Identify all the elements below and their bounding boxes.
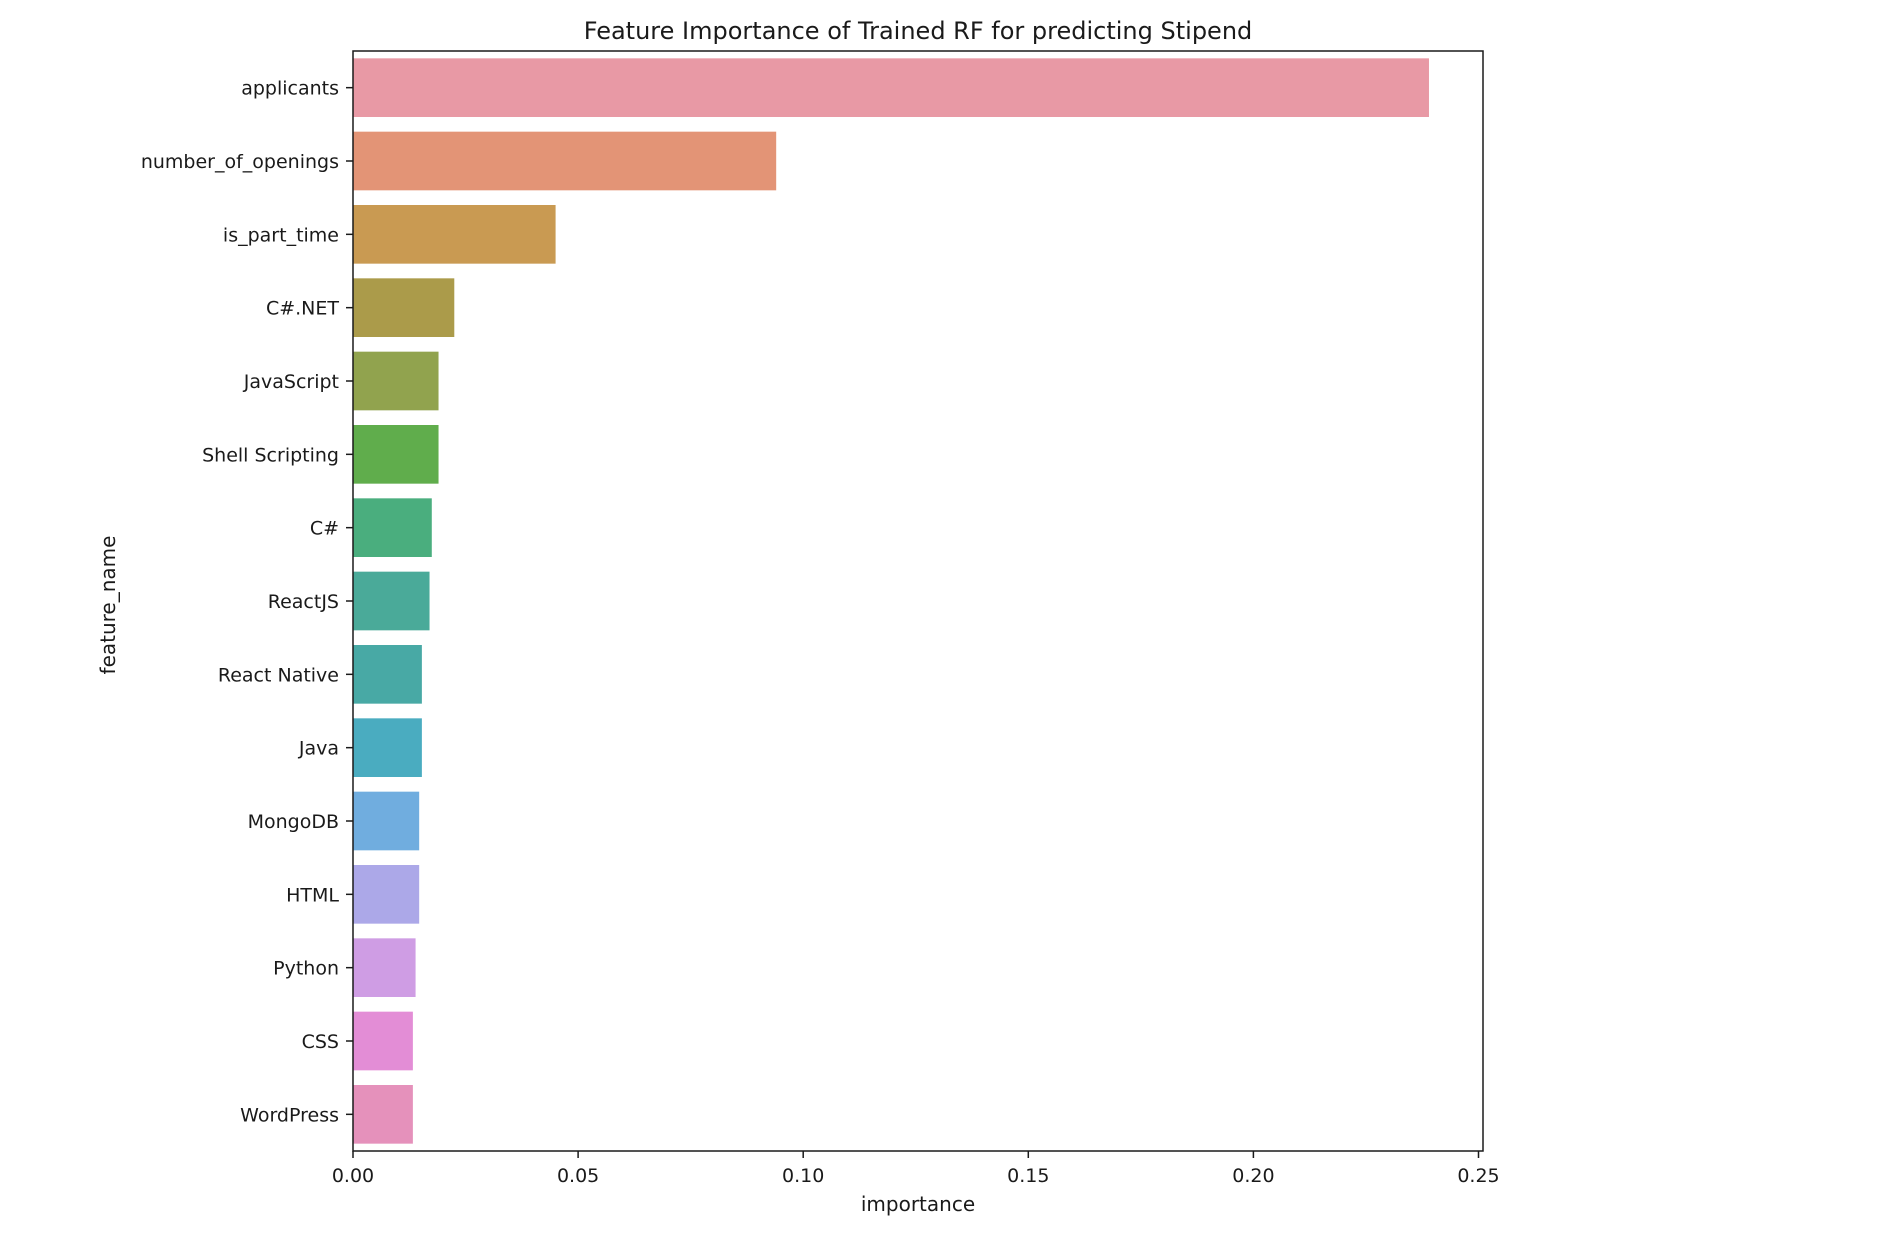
bars-group: [353, 58, 1429, 1144]
bar: [353, 791, 420, 851]
y-tick-label: CSS: [302, 1031, 339, 1053]
x-tick-label: 0.20: [1232, 1165, 1274, 1187]
y-tick-label: C#: [310, 518, 339, 540]
bar: [353, 865, 420, 924]
y-tick-label: Python: [273, 958, 339, 980]
y-tick-label: Shell Scripting: [202, 444, 339, 466]
x-tick-labels: 0.00 0.05 0.10 0.15 0.20 0.25: [332, 1151, 1500, 1187]
x-tick-label: 0.25: [1457, 1165, 1499, 1187]
chart-title: Feature Importance of Trained RF for pre…: [584, 17, 1253, 45]
bar: [353, 425, 439, 484]
x-tick-label: 0.15: [1007, 1165, 1049, 1187]
bar: [353, 351, 439, 411]
x-tick-label: 0.00: [332, 1165, 374, 1187]
plot-frame: [352, 50, 1484, 1152]
y-tick-label: MongoDB: [248, 811, 339, 833]
y-tick-label: number_of_openings: [141, 151, 339, 173]
bar: [353, 58, 1429, 117]
y-tick-label: WordPress: [240, 1104, 339, 1126]
x-tick-label: 0.05: [557, 1165, 599, 1187]
y-tick-label: React Native: [218, 664, 339, 686]
y-tick-labels: applicants number_of_openings is_part_time…: [141, 78, 353, 1126]
bar: [353, 571, 430, 631]
y-tick-label: applicants: [241, 78, 339, 100]
bar: [353, 278, 455, 337]
y-tick-label: Java: [298, 738, 339, 760]
y-tick-label: is_part_time: [223, 224, 339, 246]
bar: [353, 1011, 413, 1071]
bar: [353, 645, 422, 704]
bar: [353, 205, 556, 264]
y-axis-label: feature_name: [96, 536, 120, 675]
y-tick-label: HTML: [286, 884, 339, 906]
x-tick-label: 0.10: [782, 1165, 824, 1187]
y-tick-label: C#.NET: [266, 298, 339, 320]
y-tick-label: JavaScript: [243, 371, 339, 393]
x-axis-label: importance: [861, 1192, 975, 1216]
bar: [353, 498, 432, 557]
bar: [353, 718, 422, 777]
y-tick-label: ReactJS: [268, 591, 339, 613]
bar: [353, 131, 777, 191]
bar: [353, 938, 416, 997]
bar: [353, 1085, 413, 1144]
